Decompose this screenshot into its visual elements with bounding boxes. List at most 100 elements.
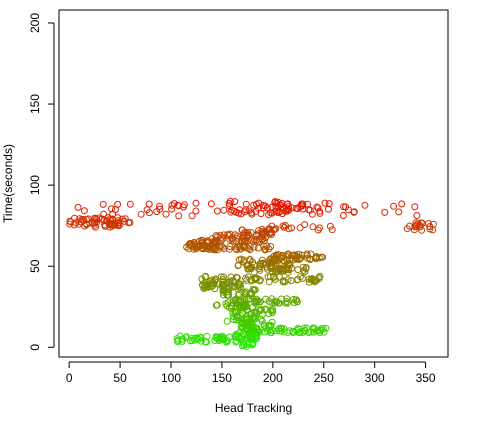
data-point [282, 299, 290, 307]
data-point [224, 337, 231, 345]
data-point [297, 254, 305, 262]
data-point [273, 255, 281, 263]
data-point [246, 315, 253, 323]
data-point [308, 210, 316, 218]
data-point [90, 219, 98, 227]
data-point [243, 276, 251, 284]
data-point [209, 279, 217, 287]
data-point [186, 337, 194, 345]
data-point [295, 329, 303, 336]
data-point [192, 207, 200, 215]
data-point [311, 278, 319, 286]
data-point [300, 266, 308, 274]
data-point [111, 206, 119, 213]
data-point [208, 282, 216, 290]
data-point [277, 265, 285, 273]
data-point [258, 235, 266, 243]
data-point [290, 299, 298, 307]
data-point [213, 207, 221, 215]
data-point [381, 208, 389, 216]
data-point [168, 205, 176, 213]
data-point [390, 202, 398, 210]
y-axis: 0 50 100 150 200 [28, 13, 55, 351]
data-point [284, 329, 292, 337]
data-point [310, 277, 317, 284]
data-point [322, 324, 330, 332]
data-point [289, 256, 297, 264]
data-point [284, 265, 292, 273]
data-point [342, 203, 350, 211]
data-point [153, 208, 161, 216]
data-point [198, 244, 206, 252]
data-point [258, 230, 266, 238]
data-point [231, 198, 239, 206]
x-tick-label: 300 [365, 371, 385, 385]
data-point [219, 288, 227, 296]
data-point [262, 324, 270, 332]
data-point [226, 333, 234, 341]
data-point [126, 200, 134, 208]
data-point [268, 309, 276, 317]
data-point [222, 300, 230, 308]
data-point [186, 240, 194, 248]
plot-border [58, 9, 449, 358]
data-point [175, 212, 183, 220]
data-point [316, 224, 324, 232]
data-point [240, 341, 248, 349]
data-point [256, 276, 264, 284]
data-point [233, 234, 241, 242]
data-point [253, 298, 261, 306]
data-point [198, 281, 206, 289]
data-point [281, 222, 289, 229]
data-point [220, 273, 228, 281]
data-point [106, 223, 114, 231]
x-axis-label: Head Tracking [215, 401, 292, 415]
data-point [210, 243, 218, 251]
data-point [137, 210, 145, 218]
data-point [199, 237, 207, 245]
data-point [162, 210, 170, 218]
data-point [251, 236, 258, 243]
data-point [299, 205, 307, 213]
data-point [275, 256, 283, 264]
data-point [156, 202, 163, 210]
data-point [252, 207, 260, 215]
data-point [306, 206, 314, 214]
x-tick-label: 150 [212, 371, 232, 385]
data-point [220, 285, 228, 293]
data-point [252, 274, 260, 282]
data-point [71, 214, 78, 222]
data-point [190, 245, 198, 253]
data-point [256, 263, 264, 271]
data-point [411, 203, 419, 211]
data-point [246, 246, 254, 254]
data-point [74, 203, 82, 211]
data-point [210, 280, 218, 288]
data-point [303, 250, 311, 258]
data-point [242, 295, 250, 303]
data-point [414, 220, 422, 228]
data-point [66, 220, 74, 228]
data-point [267, 243, 275, 250]
data-point [262, 305, 270, 313]
data-point [180, 201, 188, 209]
data-point [80, 216, 87, 223]
data-point [185, 245, 193, 253]
data-point [225, 291, 233, 299]
x-tick-label: 50 [113, 371, 127, 385]
data-point [226, 235, 234, 243]
x-tick-label: 250 [314, 371, 334, 385]
data-point [426, 223, 434, 231]
data-point [228, 302, 236, 310]
data-point [220, 206, 228, 214]
data-point [257, 315, 265, 323]
y-tick-label: 150 [28, 94, 42, 114]
data-point [237, 255, 245, 263]
data-point [168, 201, 176, 209]
data-point [235, 209, 243, 217]
data-point [321, 199, 329, 207]
data-point [194, 335, 202, 343]
data-point [406, 222, 414, 230]
y-tick-label: 50 [28, 259, 42, 273]
